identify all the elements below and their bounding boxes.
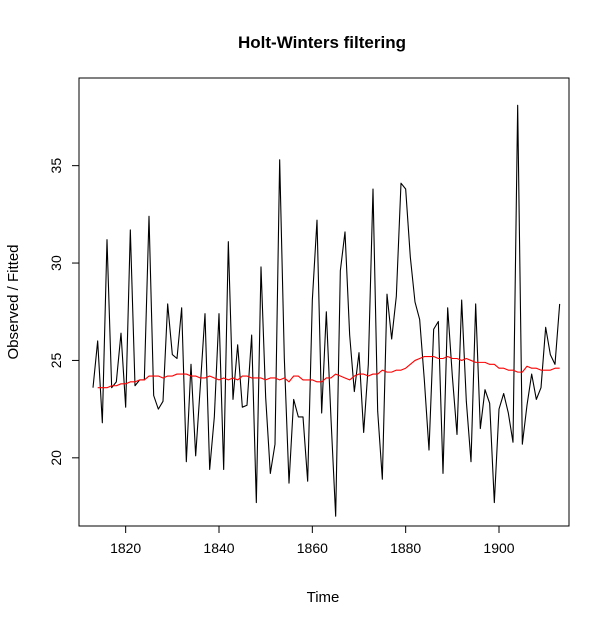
x-axis: 1820 1840 1860 1880 1900 bbox=[110, 525, 515, 556]
x-tick-label: 1880 bbox=[390, 540, 421, 556]
series-layer bbox=[92, 104, 561, 517]
chart-title: Holt-Winters filtering bbox=[238, 33, 406, 52]
observed-series-line bbox=[92, 104, 561, 517]
x-tick-label: 1900 bbox=[483, 540, 514, 556]
x-tick-label: 1820 bbox=[110, 540, 141, 556]
x-axis-label: Time bbox=[307, 589, 340, 606]
y-axis: 20 25 30 35 bbox=[48, 158, 80, 466]
x-tick-label: 1840 bbox=[203, 540, 234, 556]
y-tick-label: 35 bbox=[48, 158, 64, 174]
fitted-series-line bbox=[97, 355, 560, 389]
y-tick-label: 30 bbox=[48, 255, 64, 271]
y-axis-label: Observed / Fitted bbox=[5, 244, 22, 359]
plot-frame bbox=[78, 77, 570, 527]
y-tick-label: 25 bbox=[48, 352, 64, 368]
y-tick-label: 20 bbox=[48, 450, 64, 466]
x-tick-label: 1860 bbox=[297, 540, 328, 556]
